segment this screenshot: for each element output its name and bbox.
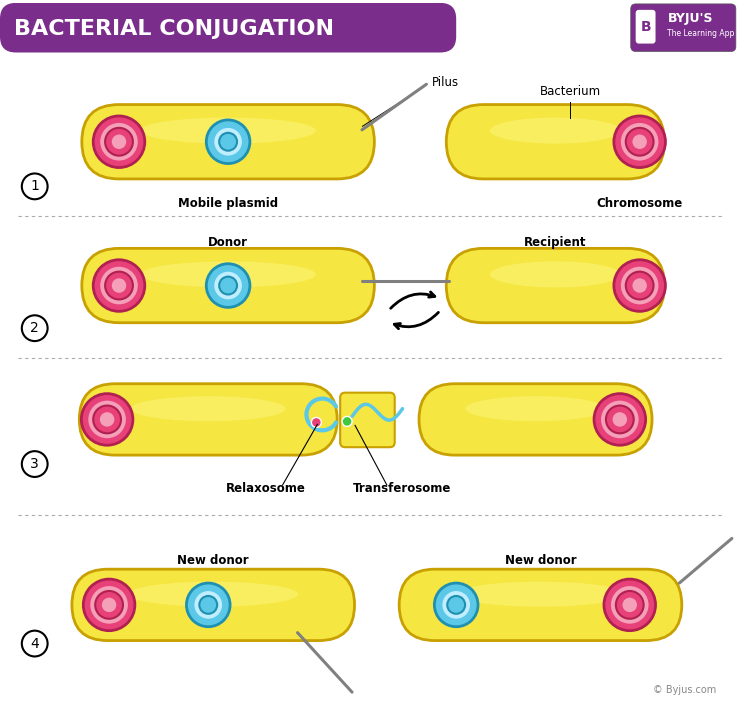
Circle shape bbox=[219, 277, 237, 294]
Circle shape bbox=[99, 266, 139, 305]
Text: BACTERIAL CONJUGATION: BACTERIAL CONJUGATION bbox=[14, 19, 334, 39]
Ellipse shape bbox=[490, 117, 621, 144]
Text: New donor: New donor bbox=[178, 554, 249, 567]
Text: New donor: New donor bbox=[505, 554, 576, 567]
Circle shape bbox=[101, 597, 117, 613]
Circle shape bbox=[22, 173, 47, 199]
Circle shape bbox=[83, 579, 135, 630]
FancyBboxPatch shape bbox=[446, 105, 664, 179]
Circle shape bbox=[213, 271, 243, 300]
Circle shape bbox=[447, 596, 465, 614]
Text: 2: 2 bbox=[30, 322, 39, 335]
Text: 4: 4 bbox=[30, 637, 39, 651]
Circle shape bbox=[594, 394, 646, 445]
Circle shape bbox=[441, 590, 471, 620]
FancyBboxPatch shape bbox=[340, 392, 394, 447]
Circle shape bbox=[81, 394, 133, 445]
Circle shape bbox=[342, 416, 352, 426]
Circle shape bbox=[111, 134, 127, 150]
FancyBboxPatch shape bbox=[82, 105, 374, 179]
Circle shape bbox=[93, 116, 145, 168]
Circle shape bbox=[89, 585, 129, 625]
Circle shape bbox=[610, 585, 650, 625]
Circle shape bbox=[600, 399, 640, 439]
Circle shape bbox=[206, 120, 250, 164]
FancyBboxPatch shape bbox=[636, 10, 656, 44]
Circle shape bbox=[434, 583, 478, 627]
Circle shape bbox=[200, 596, 217, 614]
Text: Relaxosome: Relaxosome bbox=[226, 482, 306, 496]
Circle shape bbox=[95, 591, 123, 618]
Circle shape bbox=[606, 406, 634, 433]
Circle shape bbox=[311, 418, 321, 428]
Circle shape bbox=[87, 399, 127, 439]
FancyBboxPatch shape bbox=[446, 249, 664, 323]
Circle shape bbox=[111, 277, 127, 293]
Text: Bacterium: Bacterium bbox=[540, 85, 601, 98]
Ellipse shape bbox=[140, 261, 316, 287]
Ellipse shape bbox=[456, 582, 626, 607]
Circle shape bbox=[99, 122, 139, 161]
Circle shape bbox=[206, 264, 250, 307]
Circle shape bbox=[632, 277, 647, 293]
FancyBboxPatch shape bbox=[631, 4, 736, 51]
Text: Recipient: Recipient bbox=[524, 237, 586, 249]
FancyBboxPatch shape bbox=[0, 3, 456, 53]
Circle shape bbox=[22, 451, 47, 477]
Ellipse shape bbox=[131, 396, 286, 421]
Circle shape bbox=[622, 597, 638, 613]
FancyBboxPatch shape bbox=[399, 569, 682, 641]
Circle shape bbox=[22, 630, 47, 656]
Text: BYJU'S: BYJU'S bbox=[668, 12, 713, 25]
Text: Pilus: Pilus bbox=[431, 76, 458, 88]
Circle shape bbox=[93, 260, 145, 311]
Text: Mobile plasmid: Mobile plasmid bbox=[178, 197, 278, 210]
Circle shape bbox=[213, 127, 243, 157]
Circle shape bbox=[626, 128, 653, 156]
FancyBboxPatch shape bbox=[80, 384, 338, 455]
Circle shape bbox=[105, 128, 133, 156]
Circle shape bbox=[604, 579, 656, 630]
Circle shape bbox=[105, 272, 133, 300]
Circle shape bbox=[632, 134, 647, 150]
Text: Transferosome: Transferosome bbox=[352, 482, 451, 496]
FancyBboxPatch shape bbox=[72, 569, 355, 641]
FancyBboxPatch shape bbox=[82, 249, 374, 323]
Text: B: B bbox=[640, 20, 651, 34]
Ellipse shape bbox=[466, 396, 605, 421]
Circle shape bbox=[620, 266, 659, 305]
Ellipse shape bbox=[128, 582, 298, 607]
Text: The Learning App: The Learning App bbox=[668, 29, 735, 38]
Text: 3: 3 bbox=[30, 457, 39, 471]
Circle shape bbox=[620, 122, 659, 161]
Text: Chromosome: Chromosome bbox=[596, 197, 682, 210]
Circle shape bbox=[187, 583, 230, 627]
Ellipse shape bbox=[490, 261, 621, 287]
Circle shape bbox=[614, 116, 665, 168]
Text: Donor: Donor bbox=[208, 237, 248, 249]
Circle shape bbox=[614, 260, 665, 311]
Circle shape bbox=[99, 411, 115, 428]
Text: 1: 1 bbox=[30, 180, 39, 193]
Circle shape bbox=[93, 406, 121, 433]
Circle shape bbox=[22, 315, 47, 341]
Circle shape bbox=[219, 133, 237, 151]
Circle shape bbox=[612, 411, 628, 428]
Circle shape bbox=[194, 590, 224, 620]
Text: © Byjus.com: © Byjus.com bbox=[652, 685, 716, 695]
Circle shape bbox=[626, 272, 653, 300]
FancyBboxPatch shape bbox=[419, 384, 652, 455]
Circle shape bbox=[616, 591, 644, 618]
Ellipse shape bbox=[140, 117, 316, 144]
